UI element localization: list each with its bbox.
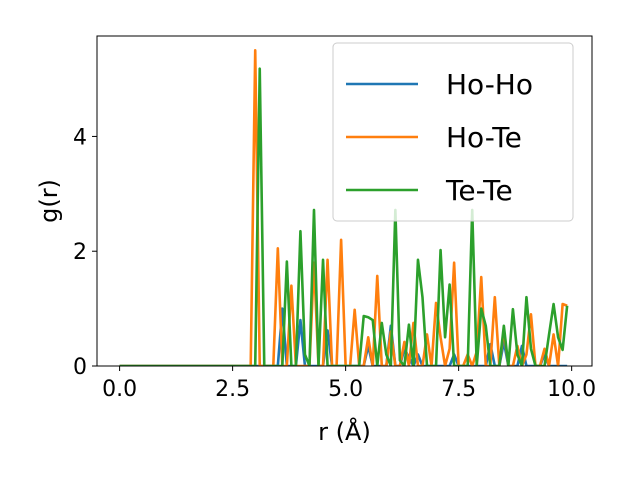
series-line-te-te (119, 67, 569, 366)
y-axis: 0 2 4 (73, 125, 97, 380)
x-axis: 0.0 2.5 5.0 7.5 10.0 (102, 366, 596, 402)
x-tick-label: 5.0 (328, 377, 363, 402)
legend-label-te-te: Te-Te (445, 174, 513, 207)
x-tick-label: 7.5 (441, 377, 476, 402)
y-tick-label: 2 (73, 240, 87, 265)
legend: Ho-Ho Ho-Te Te-Te (332, 42, 574, 222)
legend-label-ho-te: Ho-Te (446, 121, 522, 154)
plot-frame (96, 35, 593, 367)
x-axis-label: r (Å) (318, 417, 371, 446)
y-tick-label: 0 (73, 355, 87, 380)
legend-label-ho-ho: Ho-Ho (446, 68, 533, 101)
x-tick-label: 2.5 (215, 377, 250, 402)
y-axis-label: g(r) (35, 179, 63, 223)
x-tick-label: 0.0 (102, 377, 137, 402)
legend-box (332, 42, 574, 222)
series-layer (119, 49, 569, 366)
x-tick-label: 10.0 (547, 377, 596, 402)
y-tick-label: 4 (73, 125, 87, 150)
